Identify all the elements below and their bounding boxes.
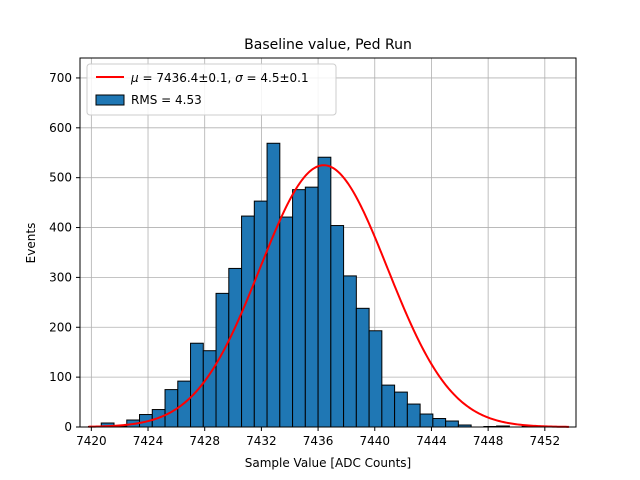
y-axis-label: Events: [24, 223, 38, 264]
histogram-bar: [406, 403, 421, 428]
y-tick-label: 400: [49, 221, 72, 235]
x-tick-label: 7448: [473, 434, 504, 448]
histogram-bar: [202, 350, 217, 428]
x-tick-label: 7452: [530, 434, 561, 448]
gaussian-fit: [88, 164, 569, 428]
plot-frame: [79, 57, 577, 428]
legend-mu-symbol: μ: [130, 71, 139, 85]
y-tick-label: 700: [49, 71, 72, 85]
histogram-bar: [355, 307, 370, 428]
y-tick-label: 100: [49, 370, 72, 384]
fit-curve: [88, 164, 569, 428]
legend-box: [86, 63, 337, 116]
y-tick-label: 200: [49, 320, 72, 334]
histogram-bar: [292, 189, 306, 428]
legend-sigma-symbol: σ: [235, 71, 243, 85]
legend-fit-label: μ = 7436.4±0.1, σ = 4.5±0.1: [130, 71, 309, 85]
x-tick-label: 7444: [416, 434, 447, 448]
x-tick-label: 7420: [76, 434, 107, 448]
y-tick-label: 600: [49, 121, 72, 135]
histogram-bar: [394, 391, 408, 428]
histogram-bar: [304, 186, 319, 428]
y-axis-ticks: 0 100 200 300 400 500 600 700: [49, 71, 80, 434]
legend-histogram-label: RMS = 4.53: [131, 93, 202, 107]
histogram-bar: [241, 215, 255, 428]
histogram-bar: [279, 216, 294, 428]
x-tick-label: 7424: [133, 434, 164, 448]
y-tick-label: 300: [49, 270, 72, 284]
y-tick-label: 0: [64, 420, 72, 434]
histogram-bar: [330, 225, 345, 428]
histogram-bar: [432, 418, 447, 428]
x-tick-label: 7432: [246, 434, 277, 448]
y-tick-label: 500: [49, 171, 72, 185]
histogram-bar: [368, 330, 383, 428]
histogram-bar: [419, 413, 434, 428]
x-axis-label: Sample Value [ADC Counts]: [245, 456, 411, 470]
x-tick-label: 7428: [189, 434, 220, 448]
histogram-bar: [228, 267, 243, 428]
legend: μ = 7436.4±0.1, σ = 4.5±0.1 RMS = 4.53: [86, 63, 337, 116]
x-tick-label: 7436: [303, 434, 334, 448]
x-tick-label: 7440: [359, 434, 390, 448]
legend-sigma-value: 4.5±0.1: [260, 71, 308, 85]
histogram-bar: [253, 200, 268, 428]
legend-histogram-swatch: [95, 94, 125, 106]
x-axis-ticks: 7420 7424 7428 7432 7436 7440 7444 7448 7452: [76, 427, 560, 448]
histogram-bar: [381, 384, 396, 428]
histogram-bar: [343, 275, 357, 428]
histogram-bar: [445, 420, 459, 428]
histogram-bar: [317, 156, 332, 428]
chart-title: Baseline value, Ped Run: [244, 37, 412, 53]
legend-mu-value: 7436.4±0.1: [156, 71, 227, 85]
histogram-bar: [266, 142, 281, 428]
